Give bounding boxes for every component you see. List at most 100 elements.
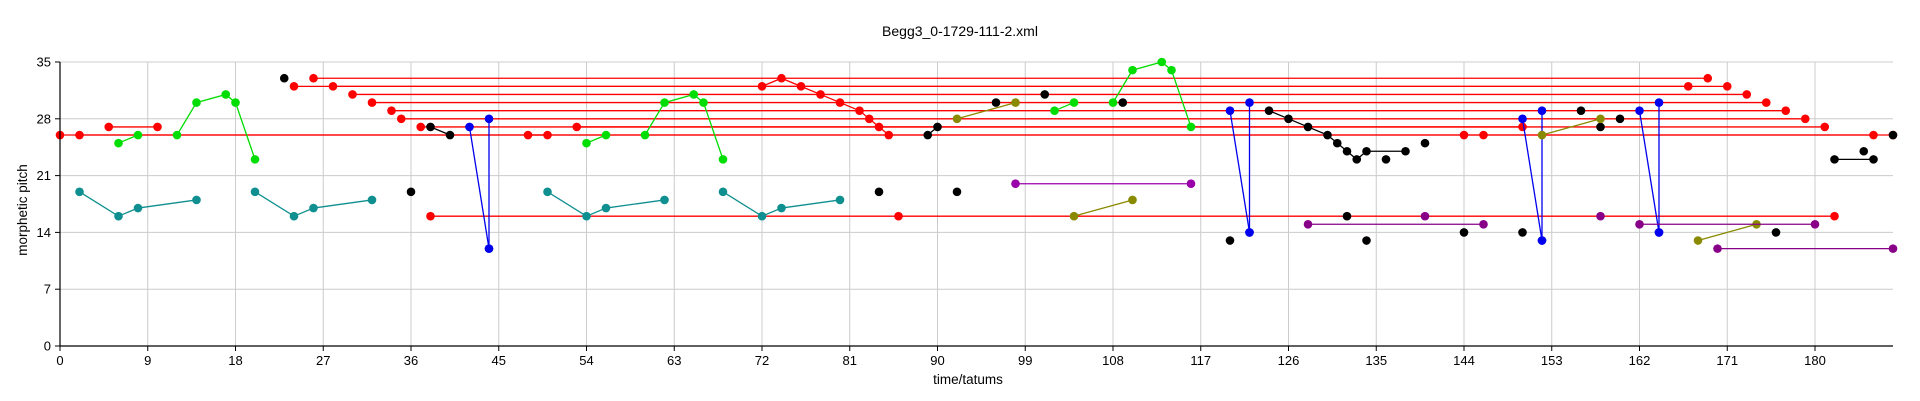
series-black-58 [1859, 146, 1869, 156]
data-point [465, 122, 474, 132]
data-point [582, 138, 591, 148]
data-point [1537, 236, 1547, 245]
x-tick-label: 72 [755, 353, 769, 368]
x-tick-label: 54 [579, 353, 593, 368]
data-point [172, 130, 182, 140]
data-point [328, 82, 338, 91]
series-darkpurple-65 [1303, 219, 1488, 229]
data-point [991, 98, 1001, 107]
series-teal-25 [250, 187, 377, 221]
x-tick-label: 36 [404, 353, 418, 368]
data-point [1225, 236, 1235, 245]
data-point [1713, 244, 1722, 253]
series-green-18 [114, 130, 143, 148]
data-point [1040, 90, 1050, 99]
series-red-3 [523, 130, 552, 140]
data-point [835, 98, 845, 107]
data-point [133, 130, 143, 140]
data-point [1576, 106, 1586, 115]
data-point [1011, 98, 1020, 107]
data-point [923, 130, 933, 140]
data-point [1342, 146, 1352, 156]
data-point [104, 122, 114, 132]
series-line [547, 191, 665, 217]
data-point [289, 211, 299, 221]
data-point [221, 90, 231, 99]
data-point [396, 114, 406, 124]
data-point [1693, 236, 1703, 245]
series-black-48 [1362, 236, 1371, 245]
series-darkpurple-68 [1635, 219, 1820, 229]
data-point [1108, 98, 1118, 107]
series-black-56 [1771, 228, 1781, 237]
data-point [699, 98, 708, 107]
data-point [777, 73, 786, 83]
series-green-23 [1108, 57, 1196, 132]
data-point [1459, 228, 1469, 237]
data-point [484, 244, 494, 253]
series-darkpurple-67 [1596, 211, 1605, 221]
data-point [874, 187, 884, 197]
data-point [1186, 179, 1196, 189]
x-tick-label: 153 [1541, 353, 1563, 368]
series-line [1521, 118, 1543, 241]
x-tick-label: 18 [228, 353, 242, 368]
data-point [952, 114, 962, 124]
data-point [1479, 130, 1488, 140]
data-series [55, 57, 1898, 253]
data-point [523, 130, 533, 140]
data-point [1703, 73, 1713, 83]
data-point [348, 90, 357, 99]
data-point [1186, 122, 1196, 132]
data-point [1596, 211, 1605, 221]
data-point [426, 122, 435, 132]
data-point [1888, 244, 1898, 253]
data-point [1069, 98, 1079, 107]
series-line [254, 191, 373, 217]
data-point [114, 138, 123, 148]
data-point [1420, 211, 1430, 221]
series-red-5 [309, 73, 1713, 83]
series-red-13 [572, 122, 1527, 132]
data-point [1722, 82, 1732, 91]
data-point [1050, 106, 1059, 115]
data-point [1284, 114, 1293, 124]
series-line [1697, 223, 1757, 242]
data-point [933, 122, 942, 132]
series-darkpurple-69 [1713, 244, 1898, 253]
data-point [1830, 155, 1839, 164]
data-point [1810, 219, 1820, 229]
data-point [231, 98, 240, 107]
data-point [1342, 211, 1352, 221]
data-point [1362, 146, 1371, 156]
x-tick-label: 126 [1278, 353, 1300, 368]
series-green-19 [172, 90, 260, 164]
data-point [572, 122, 582, 132]
data-point [1245, 98, 1254, 107]
y-tick-label: 21 [37, 168, 51, 183]
data-point [1157, 57, 1167, 67]
series-black-55 [1615, 114, 1625, 124]
series-black-59 [1888, 130, 1898, 140]
series-red-14 [757, 73, 894, 140]
series-black-42 [991, 98, 1001, 107]
series-black-38 [426, 122, 455, 140]
series-black-57 [1830, 155, 1878, 164]
series-black-54 [1596, 122, 1605, 132]
data-point [309, 73, 318, 83]
y-tick-label: 14 [37, 225, 51, 240]
series-line [956, 101, 1016, 120]
data-point [1381, 155, 1391, 164]
x-tick-label: 135 [1365, 353, 1387, 368]
data-point [1264, 106, 1274, 115]
data-point [75, 187, 84, 197]
series-red-12 [426, 211, 1839, 221]
series-line [1229, 110, 1251, 233]
data-point [1800, 114, 1810, 124]
data-point [816, 90, 825, 99]
data-point [1518, 114, 1527, 124]
x-tick-label: 81 [843, 353, 857, 368]
series-teal-27 [718, 187, 845, 221]
grid-lines [59, 61, 1893, 347]
